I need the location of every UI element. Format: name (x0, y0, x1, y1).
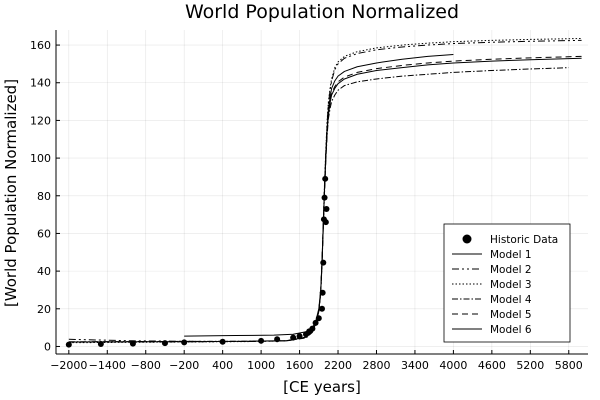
historic-data-point (296, 333, 303, 340)
legend-label-model-4: Model 4 (490, 294, 532, 306)
historic-data-point (219, 338, 226, 345)
legend-label-model-2: Model 2 (490, 264, 532, 276)
historic-data-point (290, 334, 297, 341)
y-tick-label: 0 (44, 340, 51, 353)
historic-data-point (161, 340, 168, 347)
historic-data-point (315, 315, 322, 322)
x-tick-label: 1600 (286, 359, 314, 372)
legend-label-model-5: Model 5 (490, 309, 532, 321)
historic-data-point (258, 337, 265, 344)
y-axis-ticks: 0 20 40 60 80 100 120 140 160 (30, 39, 60, 353)
historic-data-point (312, 319, 319, 326)
legend: Historic Data Model 1 Model 2 Model 3 Model … (443, 223, 571, 343)
legend-marker-historic-data (462, 234, 472, 244)
y-tick-label: 60 (37, 227, 51, 240)
historic-data-point (322, 175, 329, 182)
x-tick-label: 1000 (247, 359, 275, 372)
y-tick-label: 120 (30, 114, 51, 127)
legend-label-historic-data: Historic Data (490, 234, 558, 246)
historic-data-point (323, 205, 330, 212)
historic-data-point (321, 194, 328, 201)
y-tick-label: 160 (30, 39, 51, 52)
series-line-model-1 (184, 53, 454, 337)
historic-data-point (181, 339, 188, 346)
historic-data-point (129, 340, 136, 347)
x-tick-label: 4600 (478, 359, 506, 372)
historic-data-point (319, 305, 325, 312)
y-tick-label: 100 (30, 152, 51, 165)
x-tick-label: 5800 (555, 359, 583, 372)
x-tick-label: −2000 (50, 359, 87, 372)
legend-label-model-6: Model 6 (490, 324, 532, 336)
legend-box (443, 223, 571, 343)
historic-data-point (97, 341, 104, 348)
historic-data-point (320, 259, 327, 266)
axes-frame (55, 30, 588, 355)
x-tick-label: 3400 (401, 359, 429, 372)
x-tick-label: −200 (169, 359, 199, 372)
x-tick-label: 4000 (439, 359, 467, 372)
historic-data-point (309, 325, 316, 332)
y-axis-title: [World Population Normalized] (2, 79, 20, 307)
y-tick-label: 80 (37, 190, 51, 203)
x-tick-label: 5200 (516, 359, 544, 372)
historic-data-point (274, 336, 281, 343)
historic-data-point (322, 219, 329, 226)
x-tick-label: 2800 (362, 359, 390, 372)
y-tick-label: 40 (37, 265, 51, 278)
historic-data-point (319, 289, 326, 296)
legend-label-model-1: Model 1 (490, 249, 532, 261)
y-tick-label: 140 (30, 77, 51, 90)
x-axis-title: [CE years] (283, 378, 361, 396)
legend-label-model-3: Model 3 (490, 279, 532, 291)
x-tick-label: −800 (131, 359, 161, 372)
historic-data-point (65, 341, 72, 348)
chart-title: World Population Normalized (185, 1, 459, 23)
x-tick-label: −1400 (89, 359, 126, 372)
x-tick-label: 2200 (324, 359, 352, 372)
x-axis-ticks: −2000 −1400 −800 −200 400 1000 1600 2200 2800 340… (50, 350, 583, 372)
y-tick-label: 20 (37, 303, 51, 316)
x-tick-label: 400 (212, 359, 233, 372)
historic-data-group (65, 175, 330, 348)
